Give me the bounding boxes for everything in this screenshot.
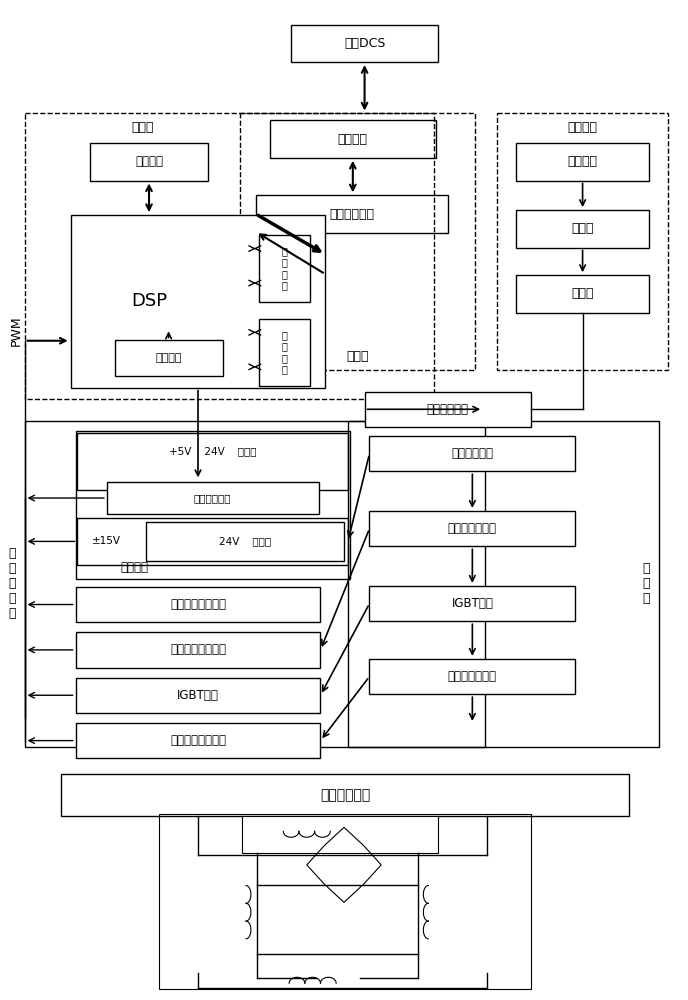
Bar — [517, 275, 649, 313]
Text: PWM: PWM — [10, 316, 23, 346]
Text: 信号处理模块: 信号处理模块 — [330, 208, 374, 221]
Bar — [369, 436, 575, 471]
Bar — [146, 522, 344, 561]
Bar — [291, 25, 438, 62]
Bar — [78, 433, 348, 490]
Bar — [76, 587, 321, 622]
Bar — [25, 421, 485, 747]
Text: DSP: DSP — [131, 292, 167, 310]
Bar — [76, 431, 350, 579]
Bar — [256, 195, 448, 233]
Text: 开关磁阻电机: 开关磁阻电机 — [320, 788, 370, 802]
Text: 绕组电流传感器: 绕组电流传感器 — [448, 670, 497, 683]
Text: 变压器: 变压器 — [571, 222, 594, 235]
Text: +5V    24V    主电源: +5V 24V 主电源 — [169, 446, 257, 456]
Bar — [25, 113, 434, 399]
Bar — [61, 774, 629, 816]
Bar — [348, 421, 660, 747]
Text: 功
率
板: 功 率 板 — [642, 562, 649, 605]
Bar — [259, 235, 310, 302]
Text: 上级DCS: 上级DCS — [344, 37, 385, 50]
Text: 24V    副电源: 24V 副电源 — [219, 536, 271, 546]
Bar — [90, 143, 208, 180]
Text: 控制电源模块: 控制电源模块 — [427, 403, 469, 416]
Text: 母线电压检测模块: 母线电压检测模块 — [170, 598, 226, 611]
Bar — [78, 518, 348, 565]
Bar — [369, 659, 575, 694]
Text: 接触器: 接触器 — [571, 287, 594, 300]
Bar — [240, 113, 475, 370]
Bar — [517, 210, 649, 248]
Bar — [107, 482, 319, 514]
Text: 通信模块: 通信模块 — [135, 155, 163, 168]
Bar — [497, 113, 668, 370]
Bar — [159, 814, 531, 989]
Text: 电源检测模块: 电源检测模块 — [194, 493, 231, 503]
Bar — [369, 586, 575, 621]
Text: 接口板: 接口板 — [347, 350, 369, 363]
Bar — [115, 340, 222, 376]
Text: 配电单元: 配电单元 — [568, 121, 598, 134]
Bar — [365, 392, 531, 427]
Text: 时钟模块: 时钟模块 — [155, 353, 182, 363]
Bar — [76, 678, 321, 713]
Bar — [71, 215, 325, 388]
Bar — [369, 511, 575, 546]
Text: ±15V: ±15V — [92, 536, 121, 546]
Text: IGBT模块: IGBT模块 — [451, 597, 493, 610]
Text: 母线电流检测模块: 母线电流检测模块 — [170, 643, 226, 656]
Text: 隔离接口: 隔离接口 — [338, 133, 368, 146]
Bar — [76, 632, 321, 668]
Text: 电源模块: 电源模块 — [120, 561, 149, 574]
Text: 位
置
模
块: 位 置 模 块 — [281, 330, 287, 374]
Text: 位
置
模
块: 位 置 模 块 — [281, 246, 287, 291]
Text: 整流滤波模块: 整流滤波模块 — [451, 447, 493, 460]
Text: 主控板: 主控板 — [131, 121, 153, 134]
Bar — [242, 816, 438, 853]
Bar — [259, 319, 310, 386]
Text: 电
源
驱
动
板: 电 源 驱 动 板 — [8, 547, 16, 620]
Text: 绕组电流检测模块: 绕组电流检测模块 — [170, 734, 226, 747]
Text: 母线电流传感器: 母线电流传感器 — [448, 522, 497, 535]
Text: IGBT驱动: IGBT驱动 — [177, 689, 219, 702]
Bar — [76, 723, 321, 758]
Bar — [517, 143, 649, 180]
Bar — [270, 120, 436, 158]
Text: 空气开关: 空气开关 — [568, 155, 598, 168]
